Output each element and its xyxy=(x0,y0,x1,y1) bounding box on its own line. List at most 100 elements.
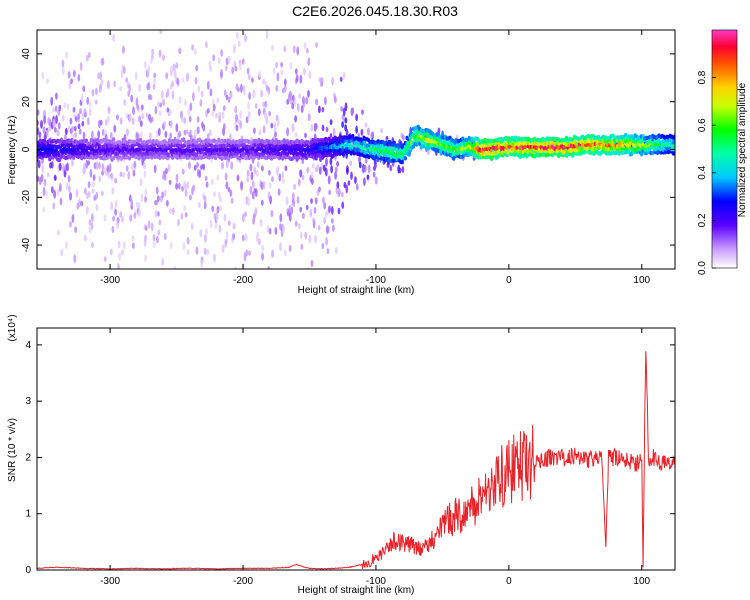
spectrogram-cell xyxy=(299,231,303,239)
spectrogram-cell xyxy=(156,195,160,203)
snr-y-tick-label: 2 xyxy=(25,452,31,463)
spectrogram-cell xyxy=(312,162,315,169)
spectrogram-cell xyxy=(149,58,153,64)
spectrogram-cell xyxy=(143,60,147,69)
spectrogram-x-tick-label: -200 xyxy=(233,275,253,286)
spectrogram-cell xyxy=(188,161,191,170)
spectrogram-cell xyxy=(254,103,258,109)
spectrogram-cell xyxy=(238,62,242,71)
spectrogram-cell xyxy=(163,189,167,197)
spectrogram-cell xyxy=(288,212,292,222)
spectrogram-cell xyxy=(240,83,243,93)
spectrogram-cell xyxy=(267,86,271,95)
spectrogram-cell xyxy=(200,90,204,98)
spectrogram-cell xyxy=(188,0,191,8)
spectrogram-cell xyxy=(282,224,285,234)
spectrogram-marks xyxy=(37,0,675,316)
spectrogram-cell xyxy=(57,122,61,130)
spectrogram-cell xyxy=(205,227,208,236)
spectrogram-cell xyxy=(114,208,118,216)
colorbar-tick-label: 0.4 xyxy=(697,165,708,179)
spectrogram-cell xyxy=(56,129,60,137)
spectrogram-cell xyxy=(119,171,123,177)
spectrogram-cell xyxy=(211,109,215,117)
spectrogram-cell xyxy=(106,115,110,123)
spectrogram-cell xyxy=(185,129,189,135)
spectrogram-cell xyxy=(74,131,77,139)
spectrogram-cell xyxy=(101,57,105,66)
spectrogram-cell xyxy=(289,61,293,70)
spectrogram-cell xyxy=(189,102,193,111)
spectrogram-cell xyxy=(50,161,54,169)
spectrogram-cell xyxy=(74,226,77,234)
spectrogram-cell xyxy=(323,202,327,210)
spectrogram-cell xyxy=(48,125,52,131)
spectrogram-cell xyxy=(153,72,157,79)
spectrogram-cell xyxy=(273,121,277,128)
spectrogram-cell xyxy=(338,188,341,197)
spectrogram-cell xyxy=(144,196,148,203)
spectrogram-cell xyxy=(261,244,264,252)
spectrogram-cell xyxy=(326,226,330,234)
spectrogram-cell xyxy=(87,160,91,166)
spectrogram-cell xyxy=(239,110,243,119)
spectrogram-cell xyxy=(274,226,278,235)
spectrogram-cell xyxy=(212,103,216,112)
spectrogram-cell xyxy=(286,24,289,30)
spectrogram-ridge-cell xyxy=(341,151,345,157)
spectrogram-cell xyxy=(245,116,249,124)
spectrogram-cell xyxy=(280,69,284,76)
spectrogram-cell xyxy=(262,101,266,108)
spectrogram-cell xyxy=(176,77,180,85)
spectrogram-cell xyxy=(268,181,272,189)
spectrogram-cell xyxy=(304,231,308,240)
snr-panel: -300 -200 -100 0 100 0 1 2 3 4 Height of straigh… xyxy=(7,314,676,596)
spectrogram-cell xyxy=(243,88,246,96)
spectrogram-cell xyxy=(246,169,250,177)
spectrogram-cell xyxy=(318,105,321,114)
spectrogram-cell xyxy=(345,184,349,194)
spectrogram-cell xyxy=(198,201,201,208)
spectrogram-cell xyxy=(216,205,220,214)
spectrogram-cell xyxy=(220,68,223,78)
spectrogram-x-tick-label: 100 xyxy=(633,275,650,286)
spectrogram-cell xyxy=(289,91,293,101)
snr-x-tick-label: -300 xyxy=(100,576,120,587)
spectrogram-cell xyxy=(294,132,298,138)
spectrogram-cell xyxy=(241,58,245,65)
spectrogram-cell xyxy=(187,108,191,116)
spectrogram-cell xyxy=(103,214,107,222)
spectrogram-cell xyxy=(303,67,306,76)
spectrogram-cell xyxy=(115,309,118,316)
spectrogram-cell xyxy=(311,178,314,185)
spectrogram-cell xyxy=(59,197,63,206)
spectrogram-cell xyxy=(69,117,73,125)
spectrogram-cell xyxy=(294,115,297,123)
spectrogram-cell xyxy=(140,131,143,138)
spectrogram-cell xyxy=(347,180,351,186)
spectrogram-cell xyxy=(318,166,322,175)
spectrogram-cell xyxy=(183,205,187,212)
spectrogram-cell xyxy=(149,94,153,101)
spectrogram-cell xyxy=(389,164,393,172)
spectrogram-cell xyxy=(265,30,269,40)
spectrogram-cell xyxy=(227,220,231,226)
spectrogram-cell xyxy=(68,185,71,193)
spectrogram-cell xyxy=(97,72,100,80)
spectrogram-cell xyxy=(64,134,67,141)
spectrogram-cell xyxy=(354,176,357,184)
spectrogram-cell xyxy=(61,162,65,172)
spectrogram-cell xyxy=(144,225,148,232)
spectrogram-cell xyxy=(332,224,335,232)
spectrogram-cell xyxy=(91,181,95,188)
spectrogram-cell xyxy=(119,86,122,92)
spectrogram-cell xyxy=(107,172,111,180)
spectrogram-cell xyxy=(169,242,173,250)
spectrogram-cell xyxy=(108,163,112,173)
spectrogram-cell xyxy=(195,246,199,255)
spectrogram-cell xyxy=(161,191,165,199)
spectrogram-cell xyxy=(325,236,328,246)
spectrogram-cell xyxy=(159,102,163,108)
spectrogram-cell xyxy=(201,163,205,169)
spectrogram-cell xyxy=(247,111,251,119)
